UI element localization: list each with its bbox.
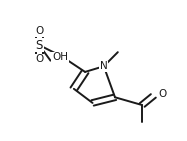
Text: OH: OH: [52, 52, 68, 62]
Text: O: O: [35, 26, 43, 36]
Text: O: O: [35, 54, 43, 64]
Text: O: O: [159, 90, 167, 99]
Text: S: S: [36, 39, 43, 52]
Text: N: N: [100, 61, 108, 71]
